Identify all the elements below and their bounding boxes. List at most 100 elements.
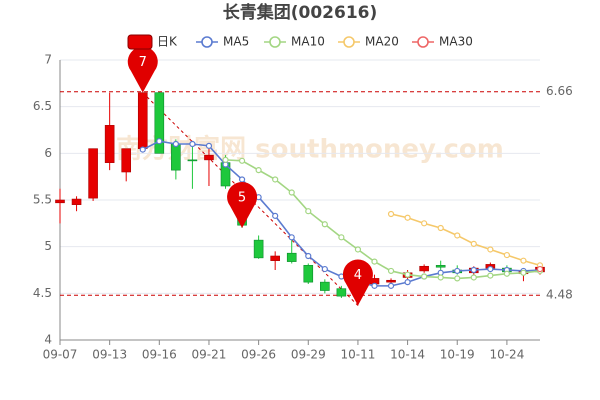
ma-point [371,282,378,289]
candle-body [154,92,165,154]
ma-line [390,213,541,267]
ma-point [421,273,428,280]
annotation-label: 5 [238,191,246,206]
y-tick-label: 4.5 [33,286,52,300]
y-tick-label: 7 [44,53,52,67]
legend-swatch [127,34,153,50]
x-tick-label: 09-26 [241,348,276,362]
legend-label: MA10 [291,35,325,49]
annotation-pin [342,259,373,306]
legend-marker [201,36,213,48]
ma-point [238,157,246,164]
ma-point [470,266,477,274]
x-tick-label: 09-29 [291,348,326,362]
candle-body [88,148,98,199]
candle-body [187,159,198,162]
ma-point [437,224,444,232]
ma-point [503,251,510,259]
legend-marker [417,36,429,48]
candle-body [121,148,132,173]
ma-point [387,282,395,289]
reference-label: 4.48 [546,288,573,302]
ma-point [454,267,461,275]
watermark: 南方财富网 southmoney.com [116,134,504,165]
y-tick-label: 6 [44,146,52,160]
candle-body [55,199,65,204]
candle-body [303,265,314,283]
ma-point [305,208,312,215]
ma-point [536,265,544,273]
ma-point [503,270,510,277]
x-tick-label: 10-19 [440,348,475,362]
ma-point [487,272,494,279]
ma-point [305,252,312,260]
ma-point [321,265,328,273]
ma-point [454,275,461,282]
ma-point [354,246,362,253]
ma-point [404,279,411,286]
ma-point [520,257,527,264]
ma-point [470,274,477,281]
ma-point [272,212,279,219]
ma-point [288,189,295,196]
candle-body [137,92,148,149]
ma-point [371,258,378,265]
annotation-pin [227,182,258,228]
y-tick-label: 5 [44,239,52,253]
legend-label: MA20 [365,35,399,49]
ma-point [421,220,428,227]
candle-body [386,279,396,283]
candle-body [171,143,181,171]
ma-point [238,176,246,183]
ma-point [487,246,494,253]
ma-point [139,146,146,153]
ma-point [404,214,411,221]
x-tick-label: 10-24 [489,348,524,362]
candle-body [320,281,330,291]
legend-marker [343,36,355,48]
ma-point [321,221,328,228]
candle-body [104,125,115,163]
chart-title: 长青集团(002616) [223,2,378,23]
ma-point [437,274,444,281]
x-tick-label: 10-14 [390,348,425,362]
ma-point [189,140,196,148]
ma-point [288,234,295,241]
y-tick-label: 4 [44,333,52,347]
x-tick-label: 09-13 [92,348,127,362]
ma-point [520,269,527,276]
reference-label: 6.66 [546,84,573,98]
x-tick-label: 09-21 [192,348,227,362]
ma-point [404,271,411,278]
legend-label: MA5 [223,35,249,49]
annotation-label: 4 [354,268,362,283]
candle-body [204,154,214,161]
x-tick-label: 09-16 [142,348,177,362]
legend-label: MA30 [439,35,473,49]
candle-body [71,198,82,205]
annotation-pin [127,46,158,93]
ma-point [272,176,279,183]
ma-point [454,232,461,239]
ma-point [387,210,395,218]
annotation-label: 7 [139,55,147,70]
y-tick-label: 6.5 [33,99,52,113]
ma-point [172,140,179,148]
candle-body [435,265,446,268]
ma-point [205,142,213,149]
candle-body [419,265,429,272]
ma-point [338,234,345,241]
candle-body [270,255,280,261]
candle-body [336,288,347,297]
x-tick-label: 10-11 [340,348,375,362]
candle-body [286,252,297,262]
y-tick-label: 5.5 [33,193,52,207]
x-tick-label: 09-07 [43,348,78,362]
ma-point [156,138,163,145]
ma-point [255,167,262,174]
legend-marker [269,36,281,48]
ma-point [222,156,229,163]
legend-label: 日K [157,35,178,49]
ma-point [470,240,477,247]
